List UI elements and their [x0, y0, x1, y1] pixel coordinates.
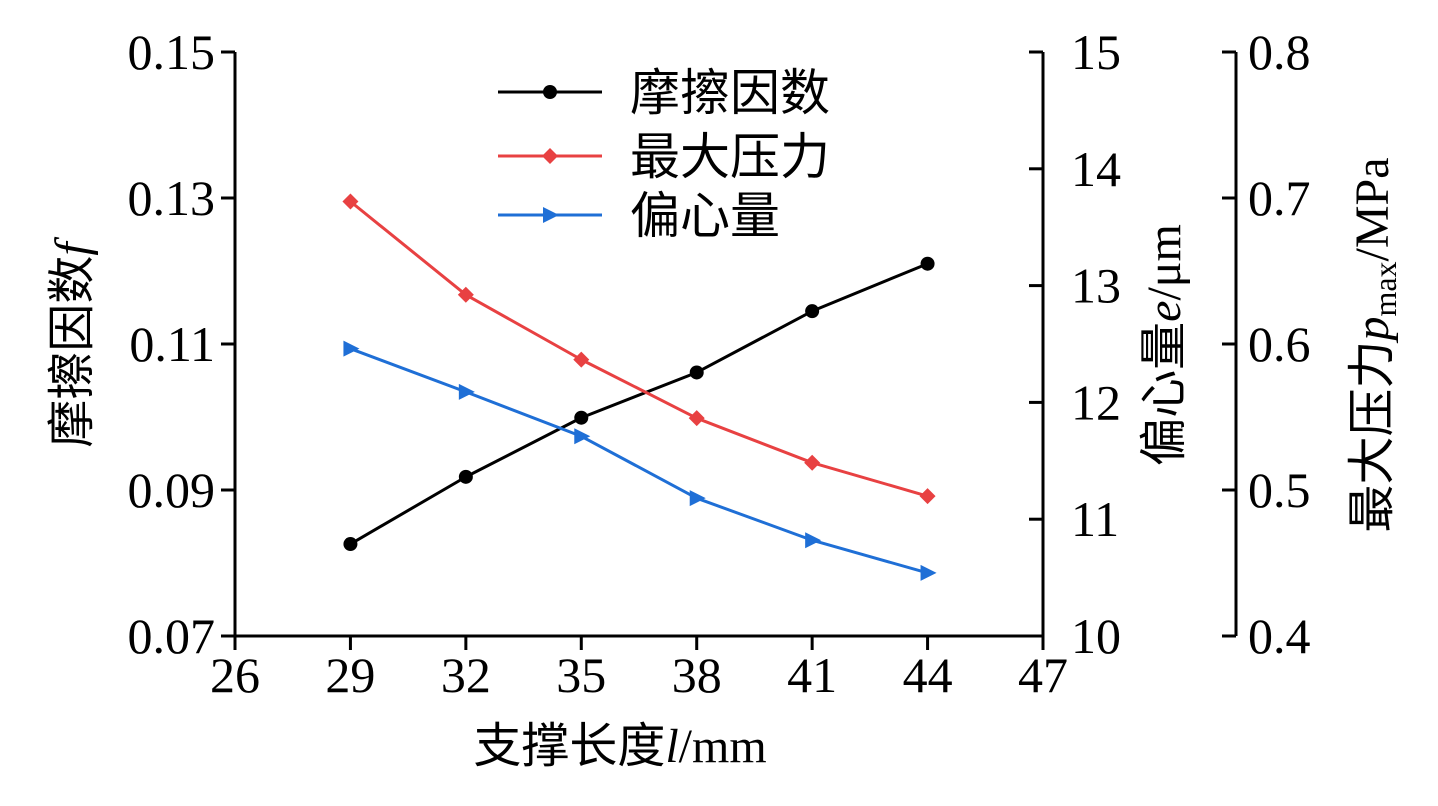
- x-tick-label: 38: [672, 647, 722, 703]
- data-point-series-1: [343, 537, 358, 552]
- right1-tick-label: 11: [1071, 491, 1119, 547]
- left-tick-label: 0.15: [128, 24, 216, 80]
- left-axis-title: 摩擦因数f: [46, 237, 99, 448]
- x-tick-label: 29: [325, 647, 375, 703]
- data-point-series-3: [920, 564, 937, 581]
- x-tick-label: 44: [903, 647, 953, 703]
- data-point-series-3: [689, 490, 706, 507]
- left-tick-label: 0.11: [129, 316, 215, 372]
- left-tick-label: 0.13: [128, 170, 216, 226]
- data-point-series-2: [919, 488, 936, 505]
- x-tick-label: 41: [787, 647, 837, 703]
- x-tick-label: 32: [441, 647, 491, 703]
- series-line-3: [349, 347, 928, 575]
- data-point-series-3: [458, 383, 475, 400]
- series-line-1: [349, 262, 929, 546]
- x-tick-label: 47: [1018, 647, 1068, 703]
- right2-tick-label: 0.8: [1248, 24, 1311, 80]
- data-point-series-2: [573, 351, 590, 368]
- right1-tick-label: 12: [1071, 374, 1121, 430]
- legend-marker-3: [543, 207, 559, 223]
- data-point-series-1: [805, 304, 820, 319]
- legend-label-1: 摩擦因数: [630, 65, 830, 121]
- x-axis-title: 支撑长度l/mm: [473, 720, 766, 773]
- right1-tick-label: 13: [1071, 258, 1121, 314]
- right1-tick-label: 14: [1071, 141, 1121, 197]
- legend-marker-1: [543, 85, 557, 99]
- data-point-series-2: [804, 454, 821, 471]
- right2-tick-label: 0.7: [1248, 170, 1311, 226]
- right1-tick-label: 10: [1071, 608, 1121, 664]
- data-point-series-3: [574, 428, 591, 445]
- right1-axis-title: 偏心量e/μm: [1138, 224, 1191, 466]
- data-point-series-1: [689, 365, 704, 380]
- right2-axis-title: 最大压力pmax/MPa: [1346, 157, 1403, 532]
- data-point-series-1: [920, 256, 935, 271]
- data-point-series-2: [688, 410, 705, 427]
- data-point-series-1: [574, 410, 589, 425]
- axes-layer: 26 29 32 35 38 41 44 47 0.07 0.09 0.11 0.13 0.15 10 11…: [128, 24, 1311, 703]
- left-tick-label: 0.07: [128, 608, 216, 664]
- data-point-series-3: [343, 340, 360, 357]
- data-point-series-2: [342, 193, 359, 210]
- series-layer: [342, 193, 937, 581]
- x-tick-label: 26: [210, 647, 260, 703]
- right2-tick-label: 0.6: [1248, 316, 1311, 372]
- legend-marker-2: [542, 148, 558, 164]
- data-point-series-1: [458, 469, 473, 484]
- right2-tick-label: 0.4: [1248, 608, 1311, 664]
- x-tick-label: 35: [556, 647, 606, 703]
- legend-label-3: 偏心量: [630, 188, 780, 244]
- right2-tick-label: 0.5: [1248, 462, 1311, 518]
- legend-label-2: 最大压力: [630, 129, 830, 185]
- data-point-series-2: [457, 286, 474, 303]
- left-tick-label: 0.09: [128, 462, 216, 518]
- series-line-2: [349, 200, 928, 498]
- data-point-series-3: [805, 532, 822, 549]
- right1-tick-label: 15: [1071, 24, 1121, 80]
